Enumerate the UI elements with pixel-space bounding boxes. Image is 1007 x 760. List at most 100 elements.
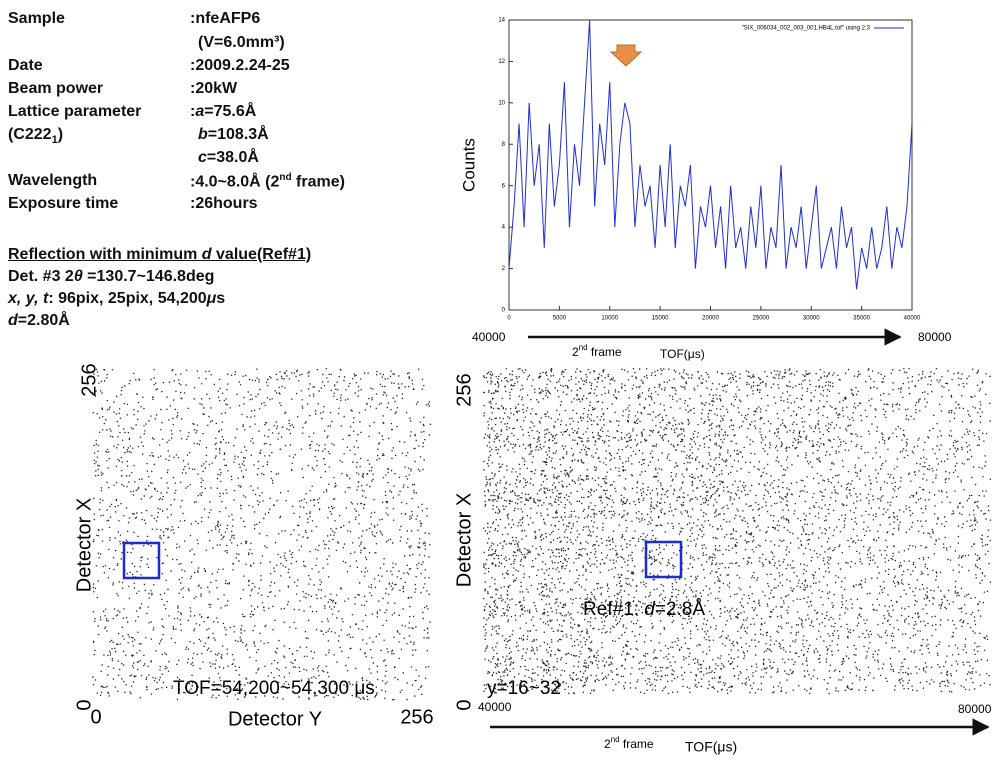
x-tick-label: 35000 [853, 316, 870, 322]
x-tick-label: 30000 [803, 316, 820, 322]
text: 2 [572, 345, 579, 359]
value: (V=6.0mm³) [198, 34, 285, 51]
text: :4.0~8.0Å (2 [190, 173, 280, 191]
value: :2009.2.24-25 [190, 57, 290, 74]
text: (C222 [8, 126, 52, 143]
x-tick-label: 0 [507, 316, 511, 322]
label: Sample [8, 10, 65, 27]
x-top: 256 [453, 373, 475, 406]
y-tick-label: 12 [498, 59, 505, 65]
axis-end: 80000 [918, 330, 952, 344]
value: :nfeAFP6 [190, 10, 261, 27]
value: :26hours [190, 195, 258, 212]
text: Reflection with minimum [8, 246, 202, 263]
text: =130.7~146.8deg [82, 268, 215, 285]
text: ) [57, 126, 64, 143]
text: : [190, 103, 196, 120]
plot-frame [508, 19, 913, 311]
symbol: θ [73, 268, 83, 285]
text: frame [588, 345, 622, 359]
line: Det. #3 2θ =130.7~146.8deg [8, 268, 214, 286]
symbol: d [644, 599, 656, 620]
value: :4.0~8.0Å (2nd frame) [190, 172, 345, 191]
y-tick-label: 2 [502, 266, 506, 272]
axis-start: 40000 [478, 700, 512, 714]
subscript: 1 [51, 134, 58, 147]
superscript: nd [579, 343, 588, 352]
line: x, y, t: 96pix, 25pix, 54,200μs [8, 290, 225, 308]
frame-label: 2nd frame [572, 343, 622, 359]
label: Wavelength [8, 172, 98, 189]
tof-image [483, 368, 990, 693]
detector-image [92, 368, 430, 700]
tof-label: TOF(μs) [660, 347, 705, 361]
y-tick-label: 8 [502, 142, 506, 148]
label: (C2221) [8, 126, 63, 146]
symbol: c [198, 149, 207, 166]
text: Det. #3 2 [8, 268, 74, 285]
axis-end: 80000 [958, 702, 992, 716]
x-top: 256 [78, 363, 100, 396]
x-label: Detector X [453, 493, 475, 587]
text: =2.8Å [655, 599, 706, 620]
line: d=2.80Å [8, 312, 70, 330]
text: =75.6Å [204, 103, 257, 120]
x-tick-label: 15000 [652, 316, 669, 322]
y-zero: 0 [90, 706, 101, 728]
text: frame) [291, 173, 345, 191]
value: c=38.0Å [198, 149, 259, 167]
symbol: a [195, 103, 205, 120]
y-tick-label: 14 [498, 18, 505, 24]
text: value(Ref#1) [211, 246, 312, 263]
roi-box [644, 540, 683, 579]
y-tick-label: 10 [498, 100, 505, 106]
x-tick-label: 40000 [904, 316, 921, 322]
superscript: nd [611, 735, 620, 744]
axis-start: 40000 [472, 330, 506, 344]
text: =2.80Å [17, 312, 70, 329]
symbol: x, y, t [8, 290, 49, 307]
text: =108.3Å [207, 126, 269, 143]
tof-label: TOF(μs) [685, 739, 737, 755]
legend-label: "SIX_006034_002_003_001.HB4L.tof" using … [742, 26, 871, 32]
x-zero: 0 [453, 699, 475, 710]
heading: Reflection with minimum d value(Ref#1) [8, 246, 311, 264]
y-label: Detector Y [228, 708, 322, 730]
x-tick-label: 10000 [601, 316, 618, 322]
roi-box [122, 541, 161, 580]
series-line [508, 19, 913, 290]
tof-range: TOF=54,200~54,300 μs [173, 678, 375, 699]
y-tick-label: 4 [502, 225, 506, 231]
x-tick-label: 5000 [553, 316, 567, 322]
y-axis-label: Counts [459, 138, 478, 192]
value: b=108.3Å [198, 126, 269, 144]
x-zero: 0 [73, 699, 95, 710]
value: :a=75.6Å [190, 103, 256, 121]
text: 2 [604, 737, 611, 751]
text: =38.0Å [206, 149, 259, 166]
label: Date [8, 57, 43, 74]
y-top: 256 [400, 706, 433, 728]
y-tick-label: 6 [502, 183, 506, 189]
symbol: b [198, 126, 208, 143]
text: s [216, 290, 226, 307]
text: frame [620, 737, 654, 751]
label: Beam power [8, 80, 104, 97]
x-tick-label: 25000 [753, 316, 770, 322]
peak-arrow [609, 44, 643, 67]
symbol: d [201, 246, 212, 263]
superscript: nd [279, 172, 292, 183]
label: Exposure time [8, 195, 119, 212]
frame-label: 2nd frame [604, 735, 654, 751]
symbol: μ [206, 290, 217, 307]
y-range: y=16~32 [487, 678, 561, 699]
value: :20kW [190, 80, 238, 97]
text: Ref#1: [583, 599, 644, 620]
label: Lattice parameter [8, 103, 142, 120]
text: : 96pix, 25pix, 54,200 [48, 290, 207, 307]
x-tick-label: 20000 [702, 316, 719, 322]
x-label: Detector X [73, 498, 95, 592]
symbol: d [8, 312, 18, 329]
